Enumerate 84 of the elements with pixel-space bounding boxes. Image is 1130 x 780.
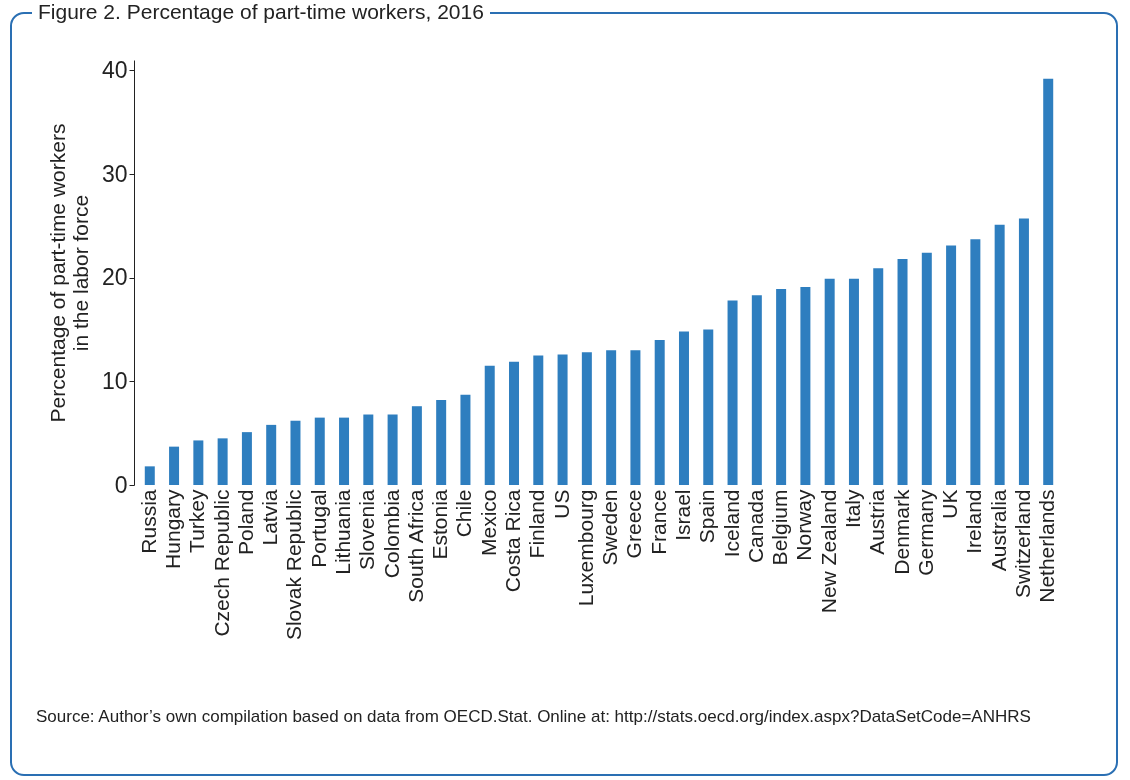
- x-tick-label: Turkey: [185, 489, 209, 553]
- source-note: Source: Author’s own compilation based on data from OECD.Stat. Online at: http://stats.oecd.org/index.aspx?DataSetCode=ANHRS: [36, 706, 1032, 728]
- bar: [630, 350, 641, 485]
- bar: [994, 224, 1005, 485]
- bar: [241, 432, 252, 485]
- bar: [217, 438, 228, 485]
- bar: [290, 420, 301, 485]
- bar: [509, 361, 520, 485]
- bar: [387, 414, 398, 485]
- bar: [339, 417, 350, 485]
- y-tick-label: 10: [101, 367, 128, 394]
- bar: [363, 414, 374, 485]
- x-tick-label: Greece: [622, 489, 646, 559]
- x-tick-label: Norway: [792, 489, 816, 561]
- x-tick-label: Iceland: [719, 489, 743, 558]
- y-tick-label: 30: [101, 160, 128, 187]
- x-tick-label: Russia: [136, 489, 160, 554]
- bar: [266, 424, 277, 485]
- x-tick-label: Estonia: [428, 489, 452, 560]
- x-tick-label: Finland: [525, 489, 549, 559]
- bar: [144, 466, 155, 485]
- x-tick-label: Slovenia: [355, 489, 379, 571]
- x-tick-label: Belgium: [768, 489, 792, 566]
- bar: [800, 287, 811, 485]
- x-tick-label: Colombia: [379, 489, 403, 579]
- y-tick-label: 40: [101, 56, 128, 83]
- x-tick-label: Slovak Republic: [282, 489, 306, 641]
- x-tick-label: UK: [938, 489, 962, 519]
- bar: [848, 278, 859, 485]
- x-tick-label: South Africa: [403, 489, 427, 603]
- chart-title: Figure 2. Percentage of part-time workers, 2016: [32, 0, 490, 24]
- bar: [921, 252, 932, 485]
- bar: [436, 400, 447, 485]
- x-tick-label: Netherlands: [1035, 489, 1059, 603]
- x-tick-label: New Zealand: [816, 489, 840, 614]
- x-tick-label: Italy: [840, 489, 864, 529]
- bar: [169, 446, 180, 485]
- x-tick-label: Switzerland: [1010, 489, 1034, 599]
- x-tick-label: Ireland: [962, 489, 986, 554]
- x-tick-label: Spain: [695, 489, 719, 544]
- bar: [533, 355, 544, 485]
- x-tick-label: Austria: [865, 489, 889, 555]
- bar: [411, 406, 422, 485]
- x-tick-label: Sweden: [598, 489, 622, 566]
- bar: [873, 268, 884, 485]
- bar: [751, 295, 762, 485]
- bar: [606, 350, 617, 485]
- bar: [1043, 78, 1054, 485]
- y-axis-title: Percentage of part-time workers in the labor force: [45, 123, 92, 423]
- x-tick-label: Denmark: [889, 489, 913, 575]
- bar: [897, 259, 908, 485]
- bar: [484, 365, 495, 485]
- bar: [703, 329, 714, 485]
- x-tick-label: Hungary: [161, 489, 185, 569]
- bar: [946, 245, 957, 485]
- y-tick-label: 20: [101, 264, 128, 291]
- y-tick-label: 0: [114, 471, 128, 498]
- bar: [678, 331, 689, 485]
- bar: [654, 339, 665, 485]
- x-tick-label: France: [646, 489, 670, 555]
- bar: [314, 417, 325, 485]
- bar: [193, 440, 204, 485]
- x-tick-label: Lithuania: [331, 489, 355, 575]
- x-tick-label: US: [549, 489, 573, 519]
- x-tick-label: Luxembourg: [573, 489, 597, 607]
- x-tick-label: Australia: [986, 489, 1010, 572]
- x-tick-label: Israel: [670, 489, 694, 541]
- x-tick-label: Germany: [913, 489, 937, 576]
- bar: [970, 239, 981, 485]
- x-tick-label: Chile: [452, 489, 476, 538]
- x-tick-label: Canada: [743, 489, 767, 564]
- x-tick-label: Costa Rica: [501, 489, 525, 593]
- x-tick-label: Poland: [233, 489, 257, 555]
- bar: [824, 278, 835, 485]
- bar: [1018, 218, 1029, 485]
- bar: [727, 300, 738, 485]
- bar: [776, 289, 787, 485]
- x-tick-label: Portugal: [306, 489, 330, 568]
- bar: [557, 354, 568, 485]
- x-tick-label: Czech Republic: [209, 489, 233, 637]
- x-tick-label: Mexico: [476, 489, 500, 557]
- bar: [581, 352, 592, 485]
- x-tick-label: Latvia: [258, 489, 282, 546]
- bar: [460, 394, 471, 485]
